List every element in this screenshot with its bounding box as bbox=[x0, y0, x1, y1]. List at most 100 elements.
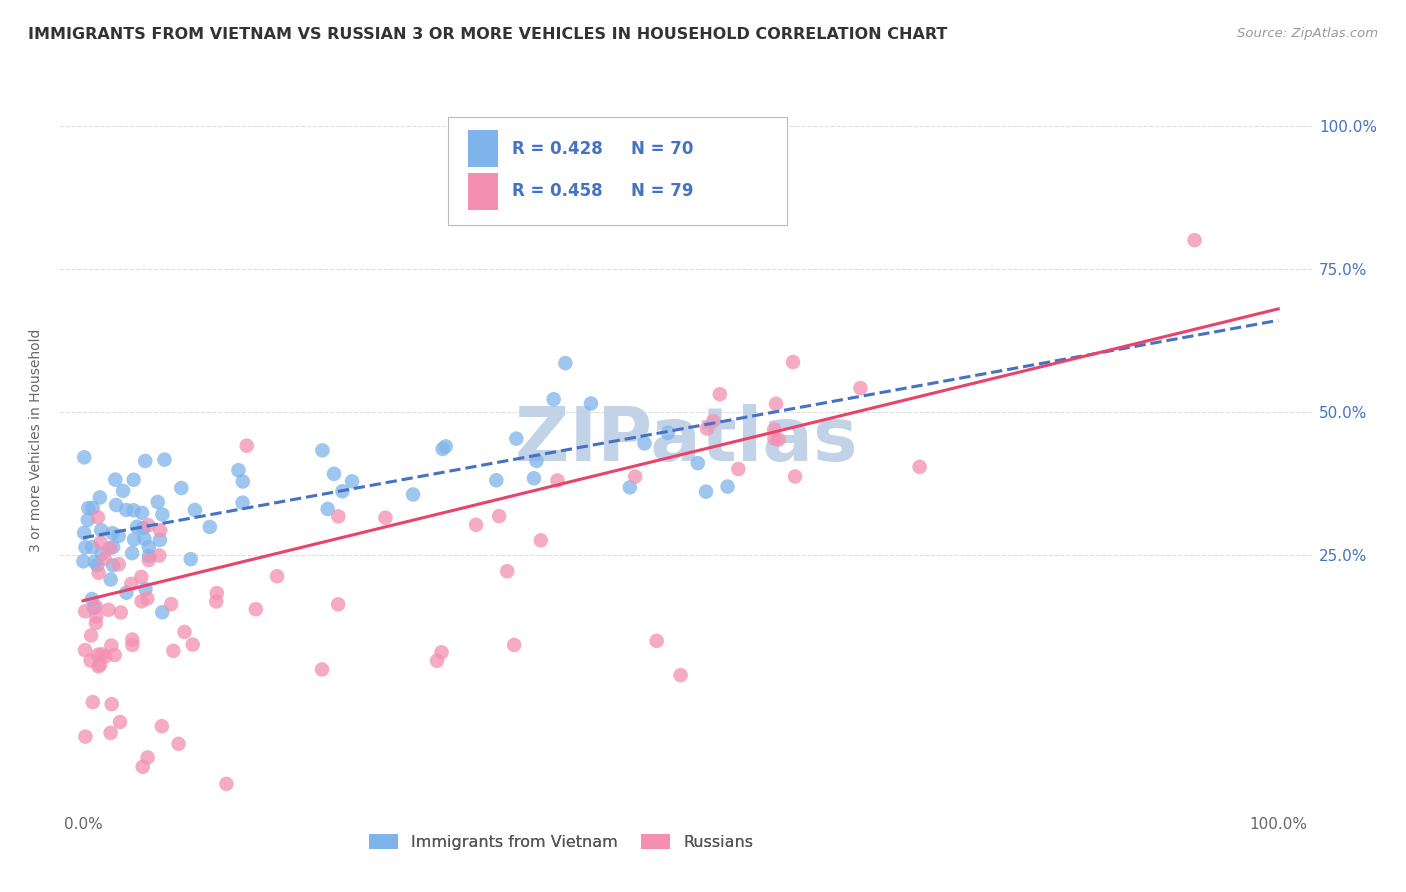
Point bbox=[149, 533, 172, 547]
Point bbox=[232, 475, 254, 489]
Point bbox=[311, 443, 333, 458]
Point bbox=[160, 597, 183, 611]
Point bbox=[543, 392, 565, 407]
Point bbox=[184, 503, 207, 517]
Point bbox=[245, 602, 267, 616]
Point bbox=[131, 570, 153, 584]
Point bbox=[83, 555, 105, 569]
Point bbox=[104, 473, 127, 487]
Point bbox=[311, 663, 333, 677]
Point bbox=[87, 566, 110, 580]
Point bbox=[546, 474, 568, 488]
Point bbox=[765, 397, 787, 411]
Point bbox=[150, 605, 173, 619]
Point bbox=[100, 573, 122, 587]
Point bbox=[86, 558, 108, 573]
Point bbox=[228, 463, 250, 477]
Point bbox=[645, 633, 668, 648]
Point bbox=[79, 654, 101, 668]
Point bbox=[94, 649, 117, 664]
Point bbox=[120, 577, 142, 591]
Point bbox=[432, 442, 454, 456]
Point bbox=[115, 503, 138, 517]
Point bbox=[136, 750, 159, 764]
Point bbox=[104, 648, 127, 662]
Point bbox=[134, 582, 156, 596]
Y-axis label: 3 or more Vehicles in Household: 3 or more Vehicles in Household bbox=[30, 329, 44, 552]
Text: ZIPat​las: ZIPat​las bbox=[515, 404, 858, 477]
Point bbox=[101, 526, 124, 541]
Point bbox=[146, 495, 169, 509]
FancyBboxPatch shape bbox=[468, 130, 498, 168]
Point bbox=[340, 475, 363, 489]
Point bbox=[162, 644, 184, 658]
Point bbox=[332, 484, 354, 499]
Point bbox=[131, 506, 153, 520]
Point bbox=[150, 719, 173, 733]
Point bbox=[167, 737, 190, 751]
Point bbox=[150, 508, 173, 522]
Point bbox=[316, 502, 339, 516]
Point bbox=[134, 532, 156, 546]
Point bbox=[87, 659, 110, 673]
Point bbox=[402, 487, 425, 501]
Point bbox=[430, 645, 453, 659]
Point bbox=[105, 498, 128, 512]
Point bbox=[434, 439, 457, 453]
Point bbox=[134, 454, 156, 468]
Point bbox=[702, 414, 724, 428]
Point bbox=[503, 638, 526, 652]
Point bbox=[170, 481, 193, 495]
Point bbox=[782, 355, 804, 369]
Point bbox=[235, 439, 257, 453]
Point bbox=[122, 473, 145, 487]
Point bbox=[112, 483, 135, 498]
Point bbox=[763, 422, 786, 436]
Point bbox=[1184, 233, 1206, 247]
Point bbox=[73, 450, 96, 465]
Point bbox=[657, 425, 679, 440]
Point bbox=[328, 509, 350, 524]
Point bbox=[181, 638, 204, 652]
Point bbox=[115, 585, 138, 599]
Point bbox=[77, 501, 100, 516]
Text: N = 79: N = 79 bbox=[631, 182, 693, 201]
Point bbox=[89, 491, 111, 505]
Point bbox=[122, 503, 145, 517]
Point bbox=[768, 433, 790, 447]
Point bbox=[205, 594, 228, 608]
Point bbox=[849, 381, 872, 395]
Point bbox=[138, 553, 160, 567]
Point bbox=[136, 591, 159, 606]
Point bbox=[121, 632, 143, 647]
Text: Source: ZipAtlas.com: Source: ZipAtlas.com bbox=[1237, 27, 1378, 40]
Point bbox=[100, 639, 122, 653]
Text: R = 0.458: R = 0.458 bbox=[512, 182, 603, 201]
Point bbox=[908, 459, 931, 474]
Point bbox=[73, 643, 96, 657]
Point bbox=[87, 510, 110, 524]
Point bbox=[153, 452, 176, 467]
Point bbox=[686, 456, 709, 470]
Point bbox=[132, 521, 155, 535]
Point bbox=[75, 541, 97, 555]
Point bbox=[89, 657, 111, 672]
Point bbox=[173, 624, 195, 639]
Point bbox=[107, 558, 129, 572]
Point bbox=[90, 547, 112, 561]
Point bbox=[84, 616, 107, 631]
Text: R = 0.428: R = 0.428 bbox=[512, 140, 603, 158]
Point bbox=[75, 604, 97, 618]
Point bbox=[121, 638, 143, 652]
Point bbox=[198, 520, 221, 534]
Point bbox=[131, 594, 153, 608]
Point bbox=[101, 558, 124, 573]
Point bbox=[633, 436, 655, 450]
Point bbox=[727, 462, 749, 476]
Point bbox=[108, 714, 131, 729]
Point bbox=[107, 529, 129, 543]
Point bbox=[523, 471, 546, 485]
Point bbox=[496, 564, 519, 578]
Point bbox=[554, 356, 576, 370]
Point bbox=[374, 510, 396, 524]
